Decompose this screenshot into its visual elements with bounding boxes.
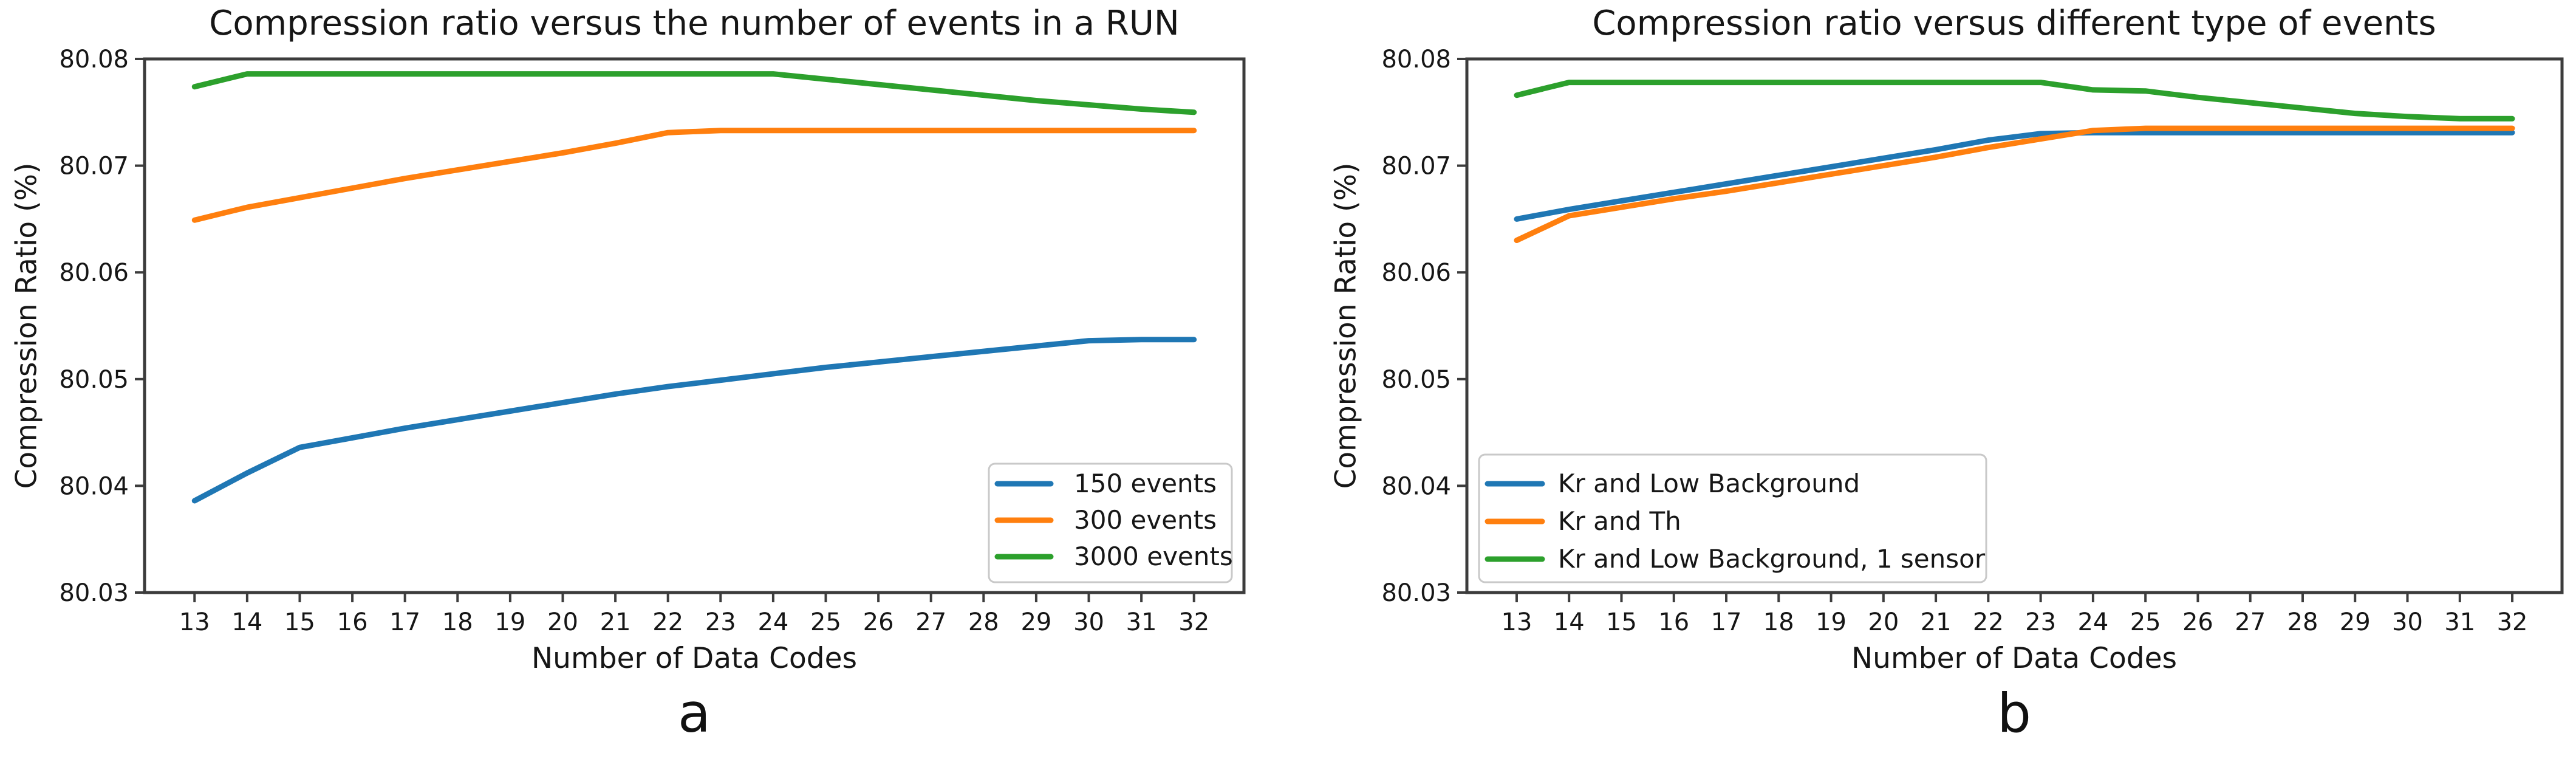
x-tick-label: 16: [1658, 608, 1689, 636]
x-tick-label: 28: [2287, 608, 2318, 636]
x-tick-label: 24: [757, 608, 788, 636]
x-tick-label: 13: [1502, 608, 1532, 636]
series-line-150-events: [191, 337, 1197, 504]
y-tick-label: 80.03: [59, 579, 129, 607]
x-tick-label: 26: [2182, 608, 2213, 636]
x-axis-ticks: 13 14 15 16 17 18 19 20 21 22 23 24 25 26 27 28 29 30 31 32: [1502, 593, 2528, 636]
y-tick-label: 80.08: [59, 46, 129, 74]
x-tick-label: 31: [2444, 608, 2475, 636]
legend-box: [988, 462, 1233, 583]
x-tick-label: 22: [652, 608, 683, 636]
x-tick-label: 18: [1763, 608, 1794, 636]
y-tick-label: 80.04: [59, 472, 129, 500]
legend-label: Kr and Low Background: [1558, 469, 1860, 498]
x-tick-label: 15: [284, 608, 315, 636]
x-tick-label: 18: [442, 608, 473, 636]
x-tick-label: 17: [1711, 608, 1742, 636]
x-tick-label: 13: [179, 608, 210, 636]
y-tick-label: 80.06: [59, 259, 129, 287]
x-tick-label: 26: [863, 608, 894, 636]
x-tick-label: 31: [1126, 608, 1157, 636]
x-tick-label: 14: [231, 608, 262, 636]
chart-b-caption: b: [1997, 682, 2031, 744]
x-tick-label: 32: [2497, 608, 2528, 636]
x-tick-label: 17: [389, 608, 420, 636]
y-tick-label: 80.03: [1381, 579, 1451, 607]
chart-b: 13 14 15 16 17 18 19 20 21 22 23 24 25 26 27 28 29 30 31 32…: [1288, 0, 2576, 770]
legend-label: Kr and Low Background, 1 sensor: [1558, 544, 1986, 574]
chart-a-plot: 13 14 15 16 17 18 19 20 21 22 23 24 25 26 27 28 29 30 31 32…: [59, 46, 1246, 636]
x-tick-label: 19: [494, 608, 525, 636]
x-tick-label: 29: [2340, 608, 2371, 636]
x-tick-label: 25: [810, 608, 841, 636]
x-tick-label: 16: [337, 608, 368, 636]
chart-b-title: Compression ratio versus different type …: [1592, 4, 2436, 43]
x-tick-label: 29: [1020, 608, 1051, 636]
chart-b-plot: 13 14 15 16 17 18 19 20 21 22 23 24 25 26 27 28 29 30 31 32…: [1381, 46, 2564, 636]
x-tick-label: 25: [2130, 608, 2161, 636]
x-tick-label: 23: [705, 608, 736, 636]
series-line-300-events: [191, 128, 1197, 223]
x-tick-label: 20: [547, 608, 578, 636]
x-tick-label: 28: [968, 608, 999, 636]
x-tick-label: 24: [2077, 608, 2108, 636]
x-tick-label: 30: [1073, 608, 1104, 636]
legend-label: 3000 events: [1074, 541, 1233, 571]
series-line-kr-and-th: [1514, 125, 2515, 243]
y-tick-label: 80.08: [1381, 46, 1451, 74]
x-tick-label: 23: [2025, 608, 2056, 636]
y-tick-label: 80.07: [1381, 153, 1451, 180]
legend-label: 300 events: [1074, 505, 1217, 535]
x-tick-label: 27: [915, 608, 946, 636]
series-line-kr-and-low-background: [1514, 129, 2515, 222]
chart-b-y-axis-label: Compression Ratio (%): [1329, 162, 1363, 489]
chart-a-title: Compression ratio versus the number of e…: [209, 4, 1180, 43]
y-axis-ticks: 80.03 80.04 80.05 80.06 80.07 80.08: [59, 46, 145, 607]
chart-a: 13 14 15 16 17 18 19 20 21 22 23 24 25 26 27 28 29 30 31 32…: [10, 4, 1246, 744]
y-tick-label: 80.05: [1381, 366, 1451, 394]
y-tick-label: 80.07: [59, 153, 129, 180]
axes-box: [143, 57, 1246, 594]
x-tick-label: 22: [1973, 608, 2004, 636]
y-tick-label: 80.05: [59, 366, 129, 394]
x-tick-label: 30: [2392, 608, 2423, 636]
chart-a-x-axis-label: Number of Data Codes: [531, 642, 857, 675]
x-tick-label: 21: [600, 608, 631, 636]
x-tick-label: 20: [1868, 608, 1899, 636]
chart-a-caption: a: [678, 682, 711, 744]
y-axis-ticks: 80.03 80.04 80.05 80.06 80.07 80.08: [1381, 46, 1467, 607]
x-axis-ticks: 13 14 15 16 17 18 19 20 21 22 23 24 25 26 27 28 29 30 31 32: [179, 593, 1209, 636]
chart-b-x-axis-label: Number of Data Codes: [1851, 642, 2177, 675]
x-tick-label: 14: [1554, 608, 1585, 636]
x-tick-label: 27: [2235, 608, 2266, 636]
y-tick-label: 80.06: [1381, 259, 1451, 287]
legend-label: Kr and Th: [1558, 506, 1681, 536]
series-line-kr-and-low-background-1-sensor: [1514, 80, 2515, 122]
legend-box: [1478, 453, 1987, 583]
x-tick-label: 19: [1816, 608, 1847, 636]
axes-box: [1465, 57, 2564, 594]
series-line-3000-events: [191, 71, 1197, 115]
legend: 150 events 300 events 3000 events: [988, 462, 1233, 583]
x-tick-label: 21: [1921, 608, 1952, 636]
x-tick-label: 15: [1606, 608, 1637, 636]
legend-label: 150 events: [1074, 469, 1217, 498]
chart-a-y-axis-label: Compression Ratio (%): [10, 162, 44, 489]
legend: Kr and Low Background Kr and Th Kr and Low…: [1478, 453, 1987, 583]
y-tick-label: 80.04: [1381, 472, 1451, 500]
x-tick-label: 32: [1178, 608, 1209, 636]
